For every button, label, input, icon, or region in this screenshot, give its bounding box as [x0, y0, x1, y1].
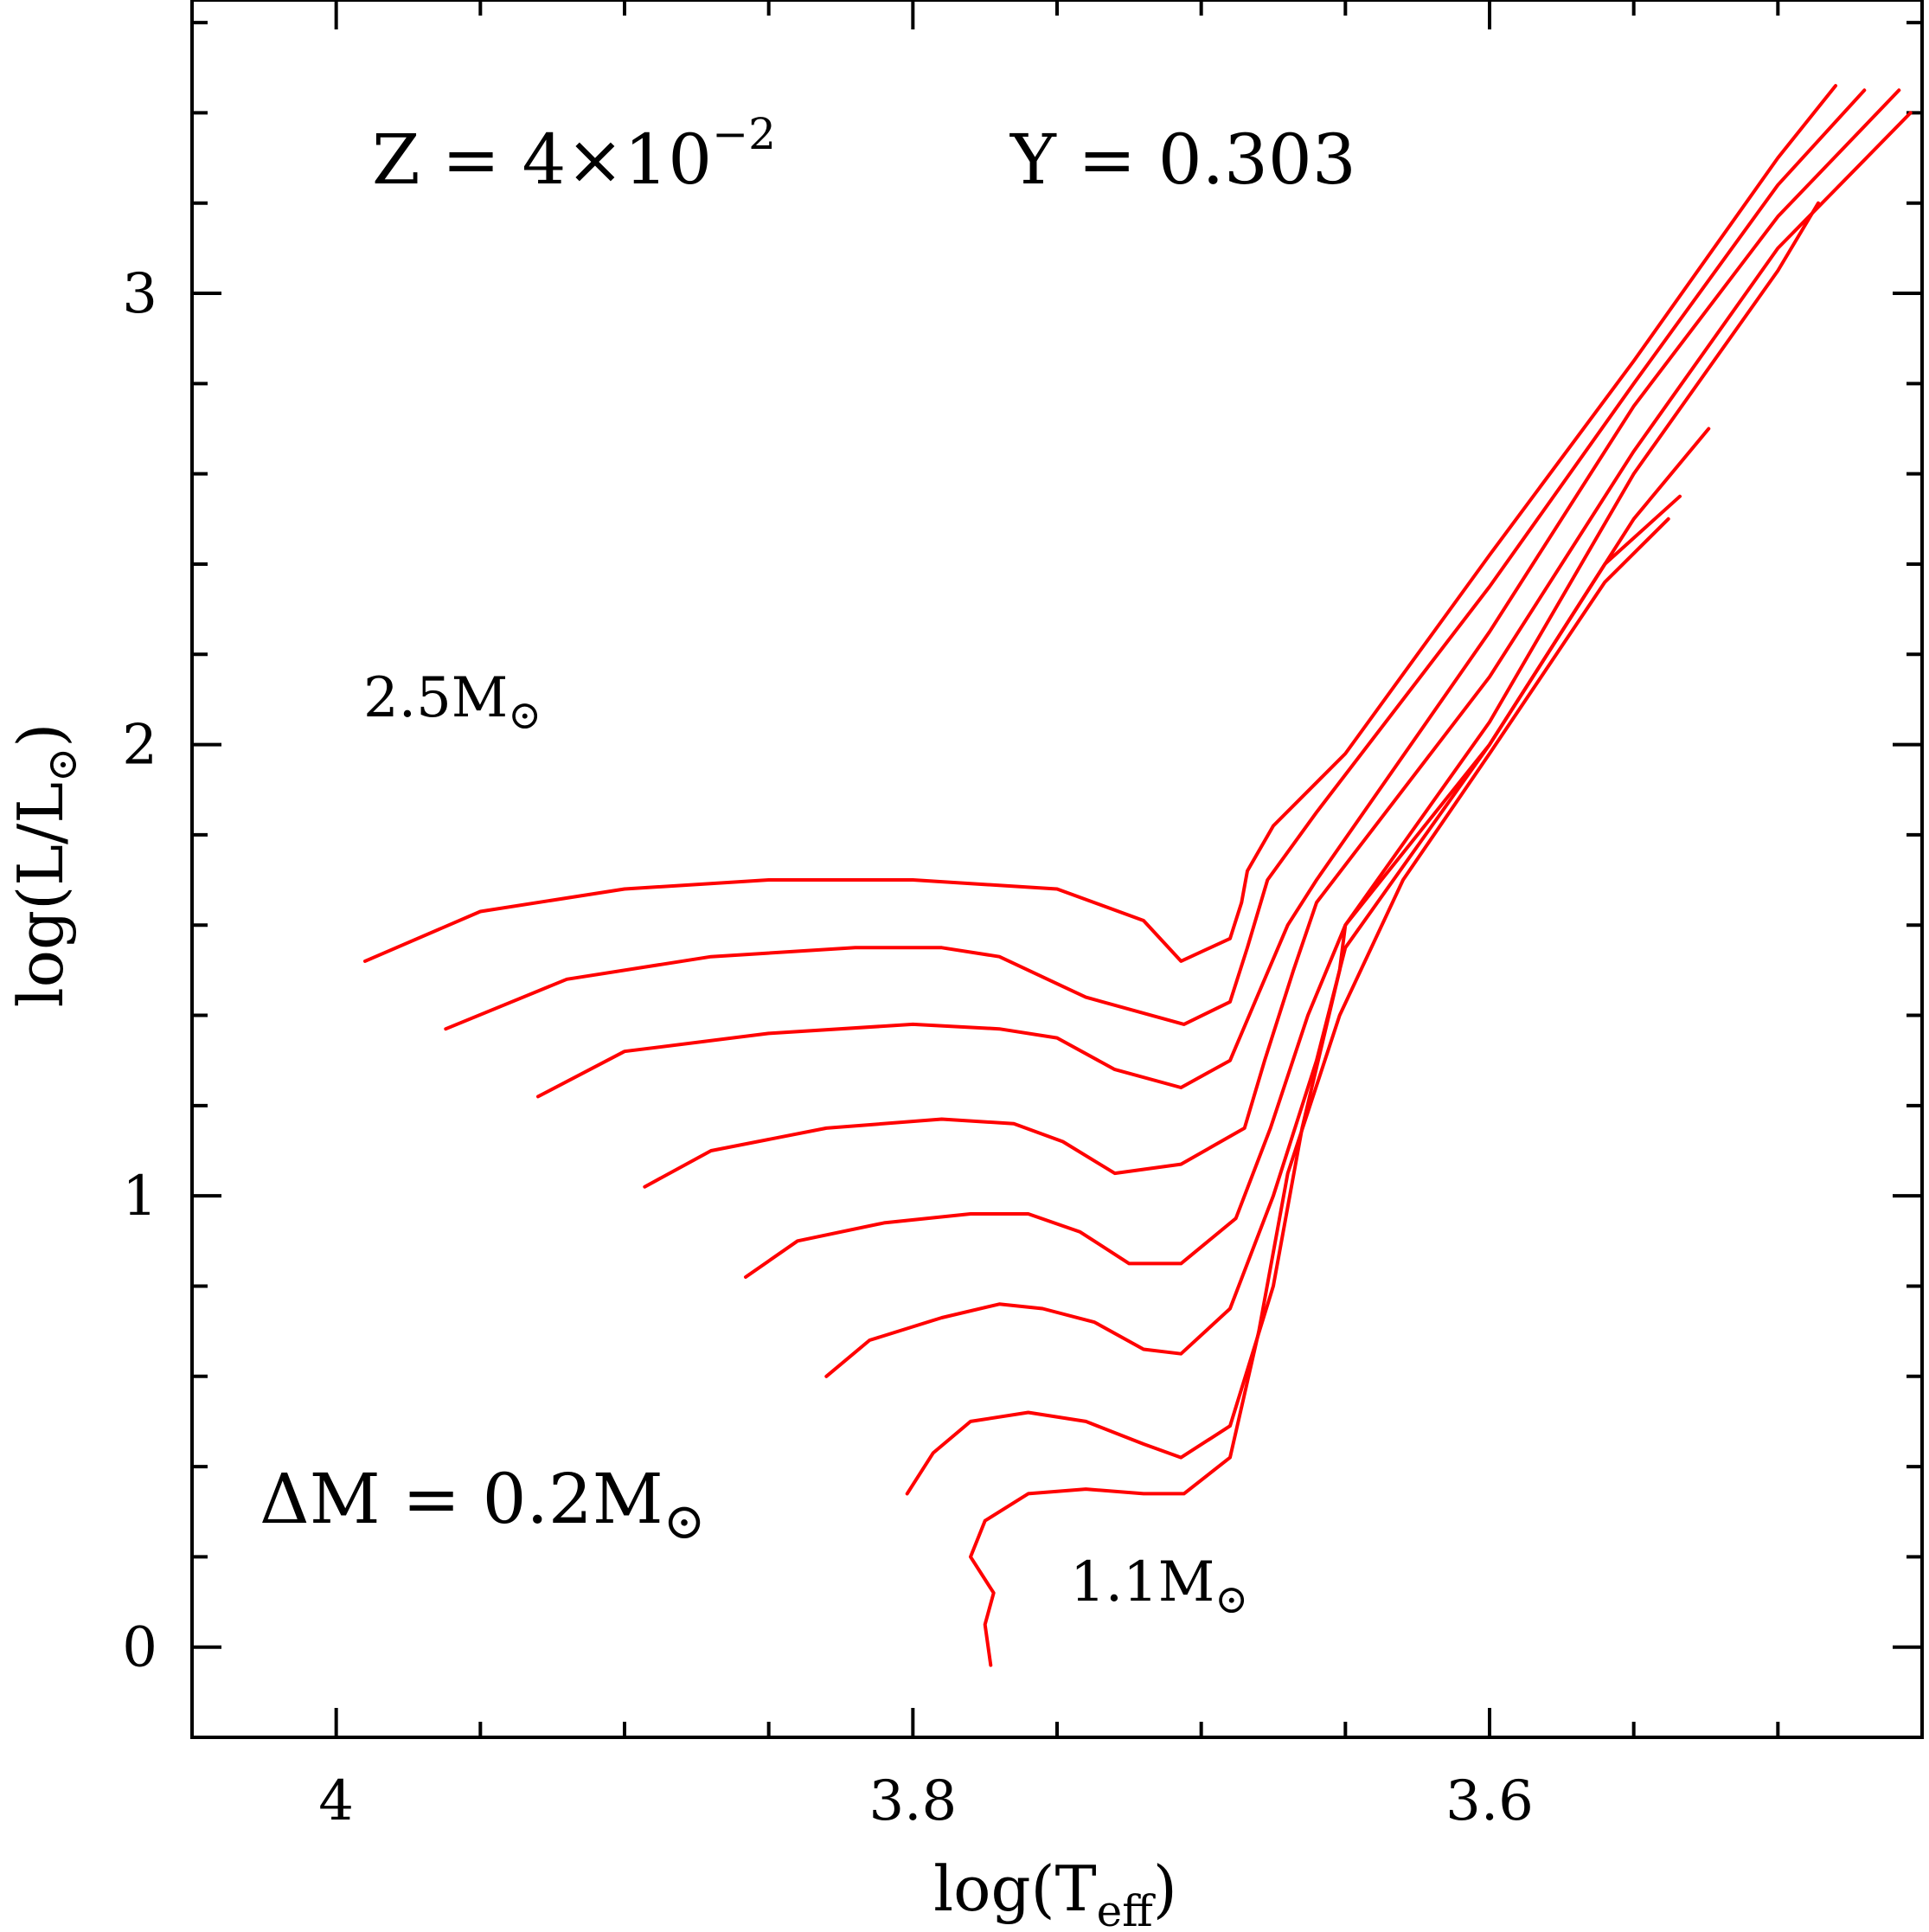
track-line [744, 201, 1820, 1279]
bottom-mass-label: 1.1M⊙ [1070, 1550, 1248, 1622]
y-tick-label: 2 [122, 714, 157, 778]
metallicity-label: Z = 4×10−2 [372, 109, 776, 200]
x-tick-label: 3.6 [1445, 1769, 1534, 1833]
track-line [905, 494, 1682, 1496]
mass-step-label: ΔM = 0.2M⊙ [260, 1459, 705, 1550]
y-tick-label: 3 [122, 262, 157, 326]
track-line [969, 517, 1670, 1667]
track-line [536, 88, 1901, 1099]
evolutionary-tracks [363, 84, 1913, 1667]
x-tick-label: 3.8 [868, 1769, 957, 1833]
tick-labels: 4 3.8 3.6 0 1 2 3 [122, 262, 1534, 1833]
tick-marks [190, 0, 1924, 1739]
helium-label: Y = 0.303 [1009, 119, 1356, 200]
x-axis-title: log(Teff) [933, 1852, 1177, 1932]
track-line [444, 88, 1867, 1031]
x-tick-label: 4 [318, 1769, 354, 1833]
top-mass-label: 2.5M⊙ [363, 666, 542, 738]
track-line [363, 84, 1837, 963]
y-axis-title: log(L/L⊙) [4, 723, 87, 1008]
track-line [643, 111, 1913, 1189]
y-tick-label: 1 [122, 1165, 157, 1229]
track-line [824, 427, 1711, 1378]
y-tick-label: 0 [122, 1616, 157, 1680]
y-axis-title-group: log(L/L⊙) [4, 723, 87, 1008]
